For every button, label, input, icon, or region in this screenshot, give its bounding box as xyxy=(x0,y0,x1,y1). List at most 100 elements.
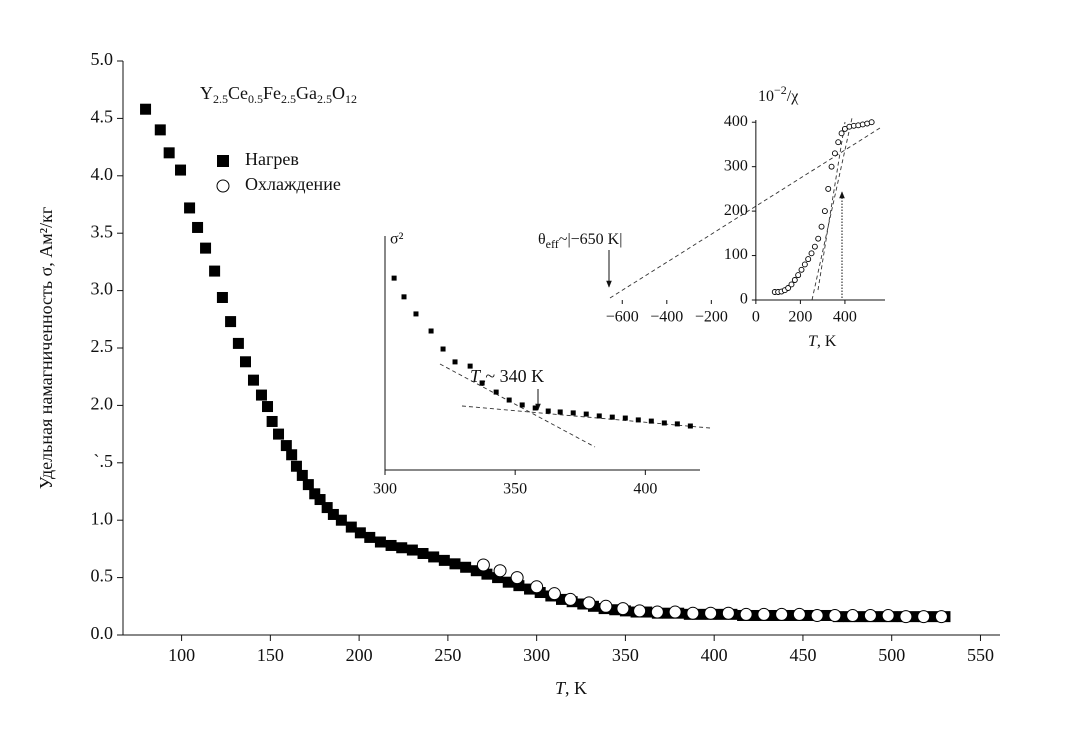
circle-marker xyxy=(818,223,825,230)
square-marker xyxy=(428,328,434,334)
x-tick-label: 150 xyxy=(257,645,284,665)
y-tick-label: 4.0 xyxy=(91,164,114,184)
square-marker xyxy=(406,544,418,556)
y-tick-label: 2.0 xyxy=(91,394,114,414)
square-marker xyxy=(154,124,166,136)
square-marker xyxy=(534,587,546,599)
circle-marker xyxy=(838,130,845,137)
square-marker xyxy=(519,402,525,408)
title-subscript: 12 xyxy=(345,92,357,106)
circle-marker xyxy=(476,558,490,572)
x-label-symbol: T xyxy=(555,678,567,698)
title-base: 10 xyxy=(758,88,774,105)
circle-marker xyxy=(821,208,828,215)
title-subscript: 2.5 xyxy=(317,92,332,106)
square-marker xyxy=(524,583,536,595)
square-marker xyxy=(928,611,940,623)
circle-marker xyxy=(739,607,753,621)
legend-marker xyxy=(217,155,229,167)
square-marker xyxy=(545,408,551,414)
circle-marker xyxy=(530,580,544,594)
square-marker xyxy=(280,440,292,452)
square-marker xyxy=(396,542,408,554)
square-marker xyxy=(385,539,397,551)
square-marker xyxy=(769,609,781,621)
square-marker xyxy=(907,611,919,623)
x-tick-label: 200 xyxy=(346,645,373,665)
circle-marker xyxy=(650,605,664,619)
title-subscript: 2.5 xyxy=(213,92,228,106)
y-tick-label: 1.0 xyxy=(91,508,114,528)
square-marker xyxy=(309,488,321,500)
x-label-unit: , K xyxy=(817,333,837,350)
fit-line xyxy=(439,363,596,448)
square-marker xyxy=(822,609,834,621)
square-marker xyxy=(449,558,461,570)
legend-label: Охлаждение xyxy=(245,174,341,194)
square-marker xyxy=(502,576,514,588)
circle-marker xyxy=(582,596,596,610)
square-marker xyxy=(532,405,538,411)
square-marker xyxy=(232,337,244,349)
circle-marker xyxy=(792,607,806,621)
circle-marker xyxy=(881,608,895,622)
y-tick-label: 5.0 xyxy=(91,49,114,69)
title-element: Ga xyxy=(296,83,317,103)
circle-marker xyxy=(788,281,795,288)
x-tick-label: 300 xyxy=(373,481,397,498)
circle-marker xyxy=(616,602,630,616)
y-axis-label: Удельная намагниченность σ, Ам²/кг xyxy=(36,207,56,489)
x-label-unit: , K xyxy=(565,678,587,698)
x-tick-label: −600 xyxy=(606,309,639,326)
square-marker xyxy=(417,547,429,559)
x-tick-label: 0 xyxy=(752,309,760,326)
square-marker xyxy=(506,397,512,403)
circle-marker xyxy=(563,592,577,606)
square-marker xyxy=(374,536,386,548)
y-tick-label: 400 xyxy=(724,113,748,130)
circle-marker xyxy=(863,608,877,622)
square-marker xyxy=(513,580,525,592)
circle-marker xyxy=(493,564,507,578)
circle-marker xyxy=(831,150,838,157)
circle-marker xyxy=(841,125,848,132)
circle-marker xyxy=(835,139,842,146)
y-tick-label: 300 xyxy=(724,157,748,174)
circle-marker xyxy=(868,119,875,126)
square-marker xyxy=(440,346,446,352)
square-marker xyxy=(163,147,175,159)
square-marker xyxy=(687,423,693,429)
annotation-subscript: eff xyxy=(546,237,559,251)
y-tick-label: 3.0 xyxy=(91,279,114,299)
annotation-text: ~|−650 K| xyxy=(559,231,623,248)
circle-marker xyxy=(668,605,682,619)
annotation-symbol: T xyxy=(470,366,482,386)
circle-marker xyxy=(934,610,948,624)
square-marker xyxy=(314,494,326,506)
inset2-annotation: θeff~|−650 K| xyxy=(538,231,622,251)
square-marker xyxy=(467,363,473,369)
x-tick-label: 500 xyxy=(878,645,905,665)
square-marker xyxy=(327,508,339,520)
y-tick-label: 100 xyxy=(724,246,748,263)
x-tick-label: 350 xyxy=(612,645,639,665)
x-tick-label: −400 xyxy=(650,309,683,326)
square-marker xyxy=(481,568,493,580)
square-marker xyxy=(247,374,259,386)
x-tick-label: 400 xyxy=(633,481,657,498)
square-marker xyxy=(273,428,285,440)
x-label-symbol: T xyxy=(808,333,818,350)
square-marker xyxy=(255,389,267,401)
square-marker xyxy=(175,164,187,176)
square-marker xyxy=(570,410,576,416)
circle-marker xyxy=(917,610,931,624)
fit-line xyxy=(817,121,846,291)
square-marker xyxy=(648,418,654,424)
square-marker xyxy=(622,415,628,421)
square-marker xyxy=(694,608,706,620)
square-marker xyxy=(800,609,812,621)
square-marker xyxy=(452,359,458,365)
square-marker xyxy=(321,502,333,514)
y-tick-label: 200 xyxy=(724,202,748,219)
